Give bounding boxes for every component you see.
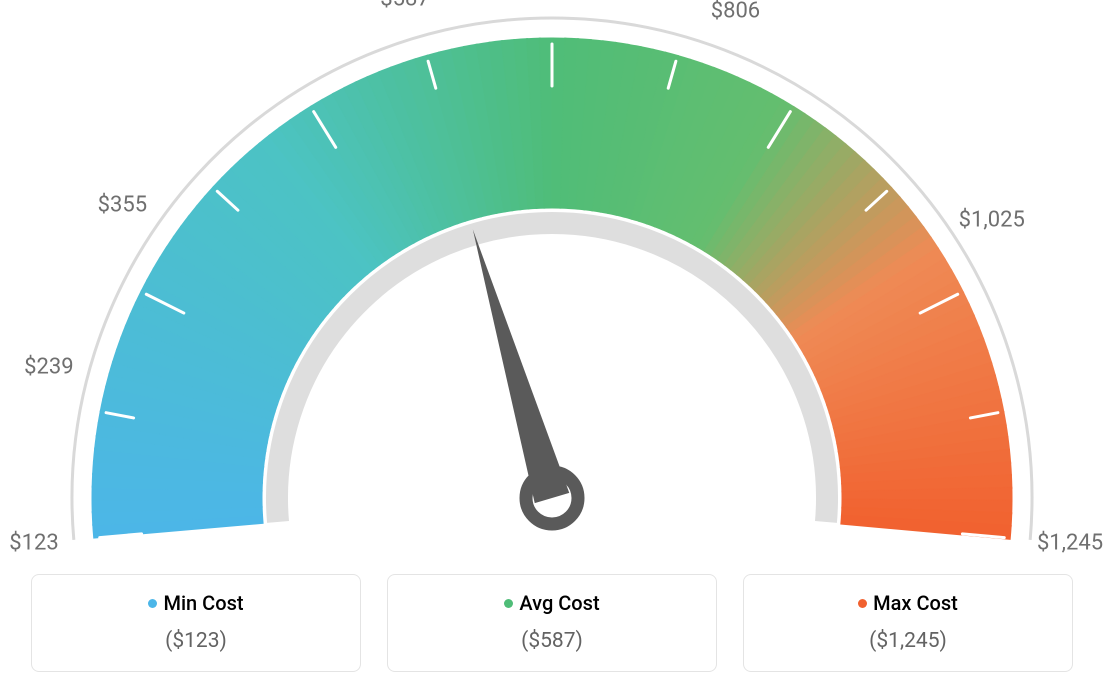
legend-value-max: ($1,245) bbox=[754, 629, 1062, 653]
tick-label: $355 bbox=[98, 193, 147, 218]
dot-icon-max bbox=[858, 599, 867, 608]
tick-label: $587 bbox=[380, 0, 429, 12]
legend-value-avg: ($587) bbox=[398, 629, 706, 653]
legend-label-max: Max Cost bbox=[873, 591, 958, 615]
dot-icon-min bbox=[148, 599, 157, 608]
tick-label: $239 bbox=[24, 354, 73, 379]
legend-title-max: Max Cost bbox=[858, 591, 958, 615]
legend-card-avg: Avg Cost ($587) bbox=[387, 574, 717, 672]
legend-title-min: Min Cost bbox=[148, 591, 243, 615]
legend-title-avg: Avg Cost bbox=[504, 591, 599, 615]
gauge-chart: $123 $239 $355 $587 $806 $1,025 $1,245 bbox=[0, 0, 1104, 560]
legend-card-max: Max Cost ($1,245) bbox=[743, 574, 1073, 672]
legend-card-min: Min Cost ($123) bbox=[31, 574, 361, 672]
chart-container: $123 $239 $355 $587 $806 $1,025 $1,245 Min Cos… bbox=[0, 0, 1104, 690]
tick-label: $1,025 bbox=[959, 208, 1025, 233]
tick-label: $806 bbox=[711, 0, 760, 24]
legend-label-avg: Avg Cost bbox=[519, 591, 599, 615]
gauge-svg bbox=[0, 0, 1104, 560]
legend-row: Min Cost ($123) Avg Cost ($587) Max Cost… bbox=[0, 574, 1104, 672]
tick-label: $123 bbox=[9, 531, 58, 556]
legend-value-min: ($123) bbox=[42, 629, 350, 653]
tick-label: $1,245 bbox=[1037, 531, 1103, 556]
dot-icon-avg bbox=[504, 599, 513, 608]
legend-label-min: Min Cost bbox=[163, 591, 243, 615]
